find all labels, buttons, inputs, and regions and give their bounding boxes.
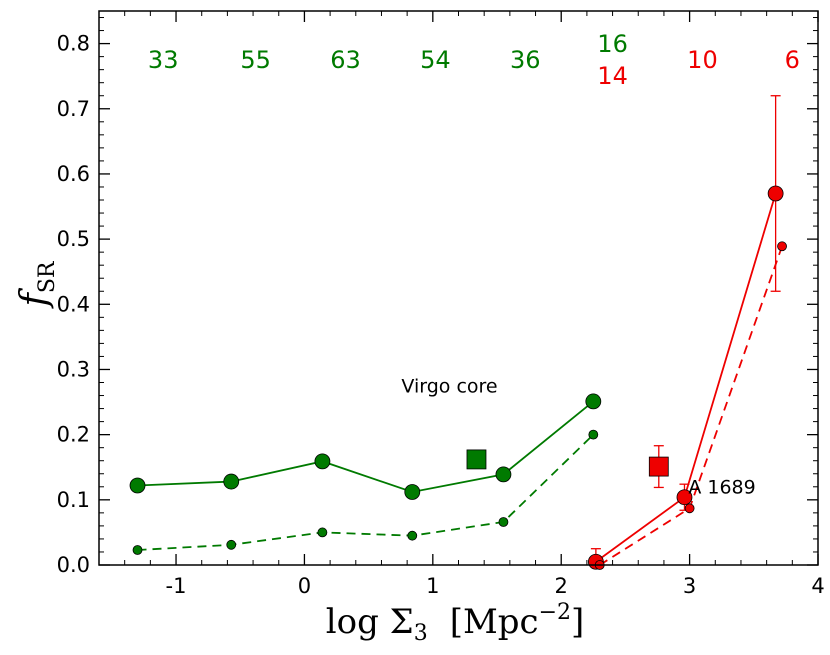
data-point-field-weighted <box>498 517 509 527</box>
data-point-field <box>129 477 146 494</box>
data-point-cluster <box>767 185 784 202</box>
x-axis-label-units-superscript: −2 <box>539 600 571 625</box>
y-tick-label: 0.0 <box>57 553 90 577</box>
x-tick-label: 3 <box>683 574 696 598</box>
plot-frame <box>98 10 819 566</box>
special-point-virgo-core <box>466 449 487 470</box>
series-line-field <box>137 400 594 493</box>
x-tick-label: 2 <box>555 574 568 598</box>
data-point-field-weighted <box>132 545 143 555</box>
x-tick-label: 1 <box>426 574 439 598</box>
y-tick-label: 0.6 <box>57 162 90 186</box>
y-axis-label-subscript: SR <box>35 260 60 293</box>
x-axis-label-main: log Σ <box>326 602 414 642</box>
data-point-cluster <box>676 489 693 506</box>
data-point-field-weighted <box>226 539 237 550</box>
y-tick-label: 0.7 <box>57 97 90 121</box>
data-point-cluster-weighted <box>777 241 787 252</box>
x-tick-label: 4 <box>811 574 824 598</box>
bin-count-63: 63 <box>330 46 361 74</box>
bin-count-6: 6 <box>785 46 800 74</box>
y-tick-label: 0.3 <box>57 357 90 381</box>
y-tick-label: 0.5 <box>57 227 90 251</box>
y-tick-label: 0.2 <box>57 423 90 447</box>
series-line-field-weighted <box>137 434 594 551</box>
bin-count-14: 14 <box>597 62 628 90</box>
bin-count-33: 33 <box>148 46 179 74</box>
bin-count-54: 54 <box>420 46 451 74</box>
data-point-field <box>223 473 240 490</box>
data-point-field <box>495 466 512 483</box>
x-axis-label-units-prefix: [Mpc <box>450 602 539 642</box>
data-point-field <box>585 393 602 410</box>
y-tick-label: 0.4 <box>57 292 90 316</box>
data-point-cluster-weighted <box>684 503 695 514</box>
labels-layer: Virgo core A 1689 33 55 63 54 36 16 14 10 6 <box>148 30 800 498</box>
x-axis-label-subscript: 3 <box>414 621 428 646</box>
x-tick-label: -1 <box>166 574 187 598</box>
data-point-field-weighted <box>317 527 328 538</box>
bin-count-36: 36 <box>510 46 541 74</box>
x-axis-label-units-suffix: ] <box>571 602 584 642</box>
data-point-field-weighted <box>407 530 418 541</box>
bin-count-55: 55 <box>240 46 271 74</box>
y-tick-label: 0.1 <box>57 488 90 512</box>
x-axis-label: log Σ3 [Mpc−2] <box>326 600 585 646</box>
x-tick-label: 0 <box>298 574 311 598</box>
annotation-virgo-core: Virgo core <box>401 375 497 397</box>
y-axis-label: fSR <box>14 260 60 309</box>
series-line-cluster-weighted <box>599 245 783 566</box>
data-point-field <box>404 484 421 500</box>
bin-count-10: 10 <box>687 46 718 74</box>
bin-count-16: 16 <box>597 30 628 58</box>
annotation-a1689: A 1689 <box>688 476 755 498</box>
data-point-field <box>314 453 331 470</box>
y-tick-label: 0.8 <box>57 32 90 56</box>
data-point-field-weighted <box>588 429 599 440</box>
ticks-layer: -1 0 1 2 3 4 0.0 0.1 0.2 0.3 0.4 0.5 0.6 0.7 0.8 <box>57 11 825 598</box>
special-point-a1689 <box>648 456 669 477</box>
